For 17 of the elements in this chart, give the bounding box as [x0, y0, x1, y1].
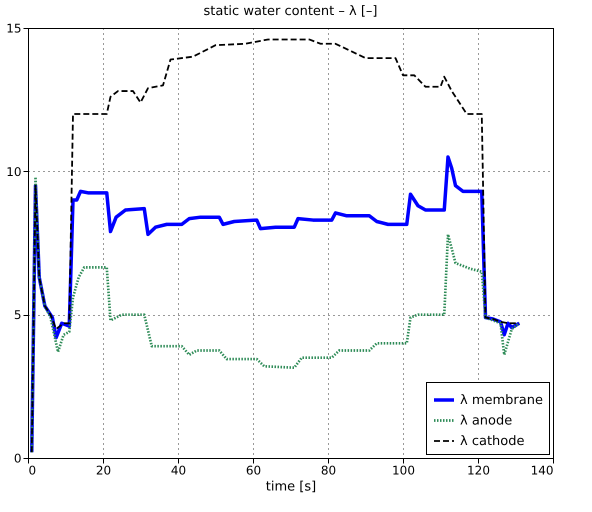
x-tick-label: 20 [96, 464, 112, 478]
x-tick-label: 40 [170, 464, 186, 478]
y-tick-label: 0 [14, 452, 22, 466]
y-tick-label: 5 [14, 308, 22, 322]
x-tick-label: 80 [320, 464, 336, 478]
legend-label: λ cathode [460, 434, 524, 449]
x-tick-label: 140 [530, 464, 554, 478]
x-tick-label: 60 [246, 464, 262, 478]
y-tick-label: 10 [6, 164, 22, 179]
legend-label: λ anode [460, 414, 512, 428]
x-axis-title: time [s] [266, 480, 316, 494]
legend-label: λ membrane [460, 393, 543, 408]
y-tick-label: 15 [6, 22, 22, 36]
chart-title: static water content – λ [–] [203, 4, 378, 19]
x-tick-label: 120 [467, 464, 490, 478]
x-tick-label: 100 [392, 464, 415, 478]
x-tick-label: 0 [28, 464, 36, 478]
